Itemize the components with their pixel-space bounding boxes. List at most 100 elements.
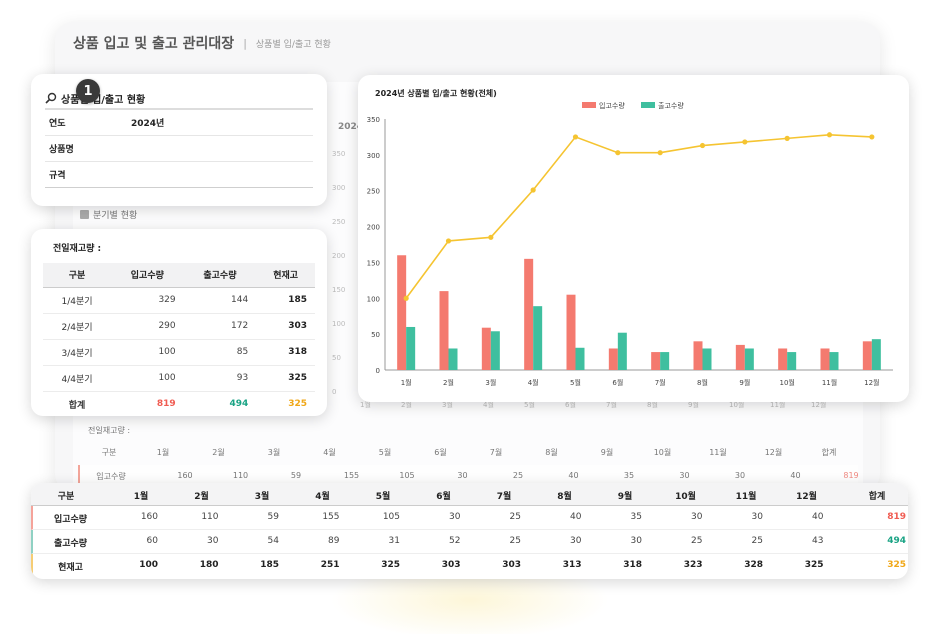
background-cell: 30 xyxy=(679,471,690,480)
col-header-month: 합계 xyxy=(868,492,886,502)
line-point xyxy=(826,132,833,138)
total-in: 819 xyxy=(111,390,184,417)
cell-value: 30 xyxy=(630,536,642,546)
bar xyxy=(608,348,618,370)
app-title: 상품 입고 및 출고 관리대장 xyxy=(73,36,235,52)
bar xyxy=(829,352,839,370)
bar xyxy=(490,331,500,370)
x-tick-label: 3월 xyxy=(485,378,496,387)
table-row: 2/4분기 290 172 303 xyxy=(43,313,315,340)
col-header-stock: 현재고 xyxy=(256,263,315,288)
year-select[interactable]: 2024년 xyxy=(131,119,165,129)
background-cell: 30 xyxy=(457,471,468,480)
quarter-in: 100 xyxy=(111,365,184,392)
quarter-label: 4/4분기 xyxy=(43,365,112,392)
background-header-cell: 합계 xyxy=(821,448,837,457)
col-header-month: 3월 xyxy=(254,492,270,502)
background-cell: 40 xyxy=(790,471,801,480)
col-header-month: 7월 xyxy=(496,492,512,502)
table-row: 출고수량 60 30 54 89 31 52 25 30 30 25 25 43 494 xyxy=(31,530,908,554)
line-point xyxy=(699,142,706,149)
table-row: 입고수량 160 110 59 155 105 30 25 40 35 30 30 40 819 xyxy=(31,506,908,530)
bar xyxy=(871,339,881,370)
background-x-tick: 6월 xyxy=(565,401,576,409)
y-tick-label: 300 xyxy=(367,152,380,160)
spec-label: 규격 xyxy=(49,171,66,181)
background-cell: 35 xyxy=(623,471,635,480)
cell-value: 303 xyxy=(502,560,521,570)
background-monthly-table: 구분 1월 2월 3월 4월 5월 6월 7월 8월 9월 10월 11월 12월 합계 입고수량 160 11… xyxy=(78,441,859,489)
line-point xyxy=(488,234,494,240)
background-cell: 155 xyxy=(343,471,360,480)
line-point xyxy=(657,150,663,156)
background-y-tick: 250 xyxy=(332,218,346,226)
cell-value: 318 xyxy=(623,560,642,570)
search-card-title: 상품별 입/출고 현황 xyxy=(61,94,146,106)
cell-value: 40 xyxy=(570,512,582,522)
line-point xyxy=(403,295,409,301)
background-x-tick: 1월 xyxy=(360,401,371,409)
cell-value: 100 xyxy=(139,560,158,570)
line-point xyxy=(742,139,748,145)
year-label: 연도 xyxy=(49,119,66,129)
y-tick-label: 150 xyxy=(367,259,380,267)
bar xyxy=(744,348,754,370)
background-x-tick: 3월 xyxy=(442,401,453,409)
background-header-cell: 8월 xyxy=(545,448,558,457)
cell-value: 30 xyxy=(691,512,703,522)
cell-value: 180 xyxy=(199,560,219,570)
bar xyxy=(524,258,534,370)
table-row: 현재고 100 180 185 251 325 303 303 313 318 323 328 325 3… xyxy=(31,554,908,578)
x-tick-label: 4월 xyxy=(528,378,539,387)
quarter-in: 100 xyxy=(111,339,184,366)
quarterly-card-title: 전일재고량 : xyxy=(53,243,102,254)
chart-title: 2024년 상품별 입/출고 현황(전체) xyxy=(375,88,497,98)
background-x-tick: 2월 xyxy=(401,401,412,409)
background-cell: 105 xyxy=(399,471,415,480)
legend-swatch xyxy=(582,102,596,108)
col-header-month: 6월 xyxy=(436,492,451,502)
y-tick-label: 100 xyxy=(367,295,380,303)
product-name-input[interactable] xyxy=(115,136,313,161)
bar xyxy=(693,341,703,370)
quarterly-header-row: 구분 입고수량 출고수량 현재고 xyxy=(43,263,315,288)
background-header-cell: 6월 xyxy=(434,448,447,457)
spec-input[interactable] xyxy=(115,162,313,187)
row-label: 입고수량 xyxy=(53,515,88,525)
cell-value: 52 xyxy=(449,536,461,546)
cell-value: 54 xyxy=(267,536,279,546)
line-point xyxy=(869,134,875,140)
total-label: 합계 xyxy=(43,390,112,417)
quarter-out: 144 xyxy=(183,287,257,314)
x-tick-label: 6월 xyxy=(612,378,623,387)
cell-value: 30 xyxy=(207,536,219,546)
background-cell: 30 xyxy=(734,471,746,480)
background-header-cell: 11월 xyxy=(709,448,727,457)
year-field-row: 연도 2024년 xyxy=(45,110,313,136)
y-tick-label: 250 xyxy=(367,188,380,196)
background-y-tick: 100 xyxy=(332,320,346,328)
quarter-in: 290 xyxy=(111,313,184,340)
col-header-month: 4월 xyxy=(315,492,330,502)
quarter-section-label: 분기별 현황 xyxy=(80,208,137,221)
line-point xyxy=(572,134,579,140)
monthly-table-card: 구분 1월 2월 3월 4월 5월 6월 7월 8월 9월 10월 11월 12월 합계 입고수량 160 11… xyxy=(31,483,908,579)
app-subtitle: 상품별 입/출고 현황 xyxy=(255,39,331,50)
step-badge: 1 xyxy=(76,79,100,103)
quarter-label: 1/4분기 xyxy=(43,287,112,314)
table-icon xyxy=(80,210,89,219)
bar xyxy=(702,348,712,370)
legend-swatch xyxy=(641,102,655,108)
bar xyxy=(820,348,830,370)
background-x-tick: 9월 xyxy=(688,401,699,409)
background-header-cell: 2월 xyxy=(212,448,225,457)
cell-value: 25 xyxy=(509,512,521,522)
cell-value: 40 xyxy=(812,512,824,522)
background-x-tick: 8월 xyxy=(647,401,658,409)
product-name-field-row: 상품명 xyxy=(45,136,313,162)
table-row: 4/4분기 100 93 325 xyxy=(43,365,315,392)
background-header-cell: 7월 xyxy=(489,448,503,457)
bar xyxy=(533,306,543,370)
y-tick-label: 200 xyxy=(367,224,380,232)
bar xyxy=(617,332,627,370)
